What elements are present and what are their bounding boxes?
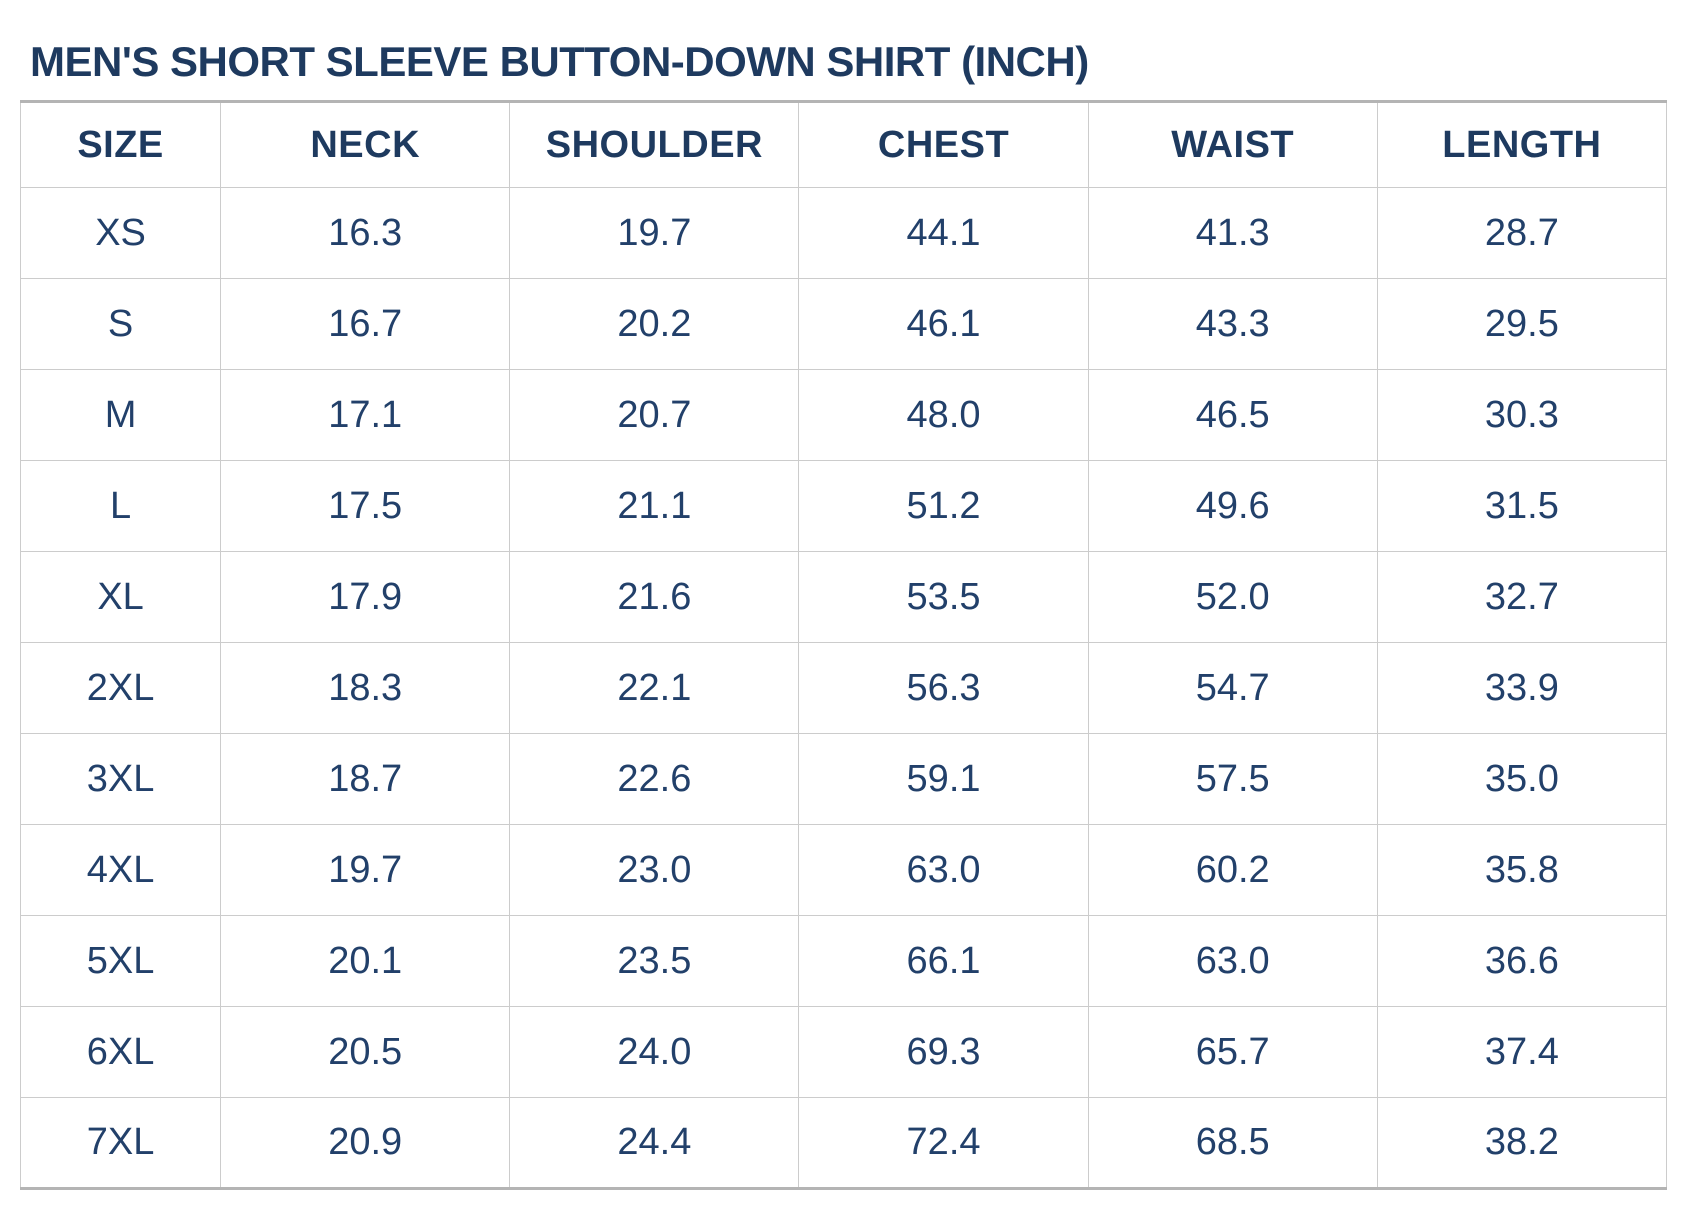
measurement-cell: 63.0 bbox=[1087, 915, 1378, 1007]
measurement-cell: 18.3 bbox=[220, 642, 511, 734]
column-header-length: LENGTH bbox=[1376, 101, 1668, 188]
measurement-cell: 48.0 bbox=[798, 369, 1089, 461]
size-cell: 5XL bbox=[19, 915, 222, 1007]
measurement-cell: 20.1 bbox=[220, 915, 511, 1007]
table-row: 6XL 20.5 24.0 69.3 65.7 37.4 bbox=[19, 1006, 1668, 1098]
size-cell: 7XL bbox=[19, 1097, 222, 1189]
table-row: XS 16.3 19.7 44.1 41.3 28.7 bbox=[19, 187, 1668, 279]
measurement-cell: 54.7 bbox=[1087, 642, 1378, 734]
column-header-neck: NECK bbox=[220, 101, 511, 188]
measurement-cell: 57.5 bbox=[1087, 733, 1378, 825]
measurement-cell: 22.6 bbox=[509, 733, 800, 825]
table-row: M 17.1 20.7 48.0 46.5 30.3 bbox=[19, 369, 1668, 461]
measurement-cell: 23.5 bbox=[509, 915, 800, 1007]
size-cell: L bbox=[19, 460, 222, 552]
size-cell: 4XL bbox=[19, 824, 222, 916]
measurement-cell: 38.2 bbox=[1376, 1097, 1668, 1189]
measurement-cell: 60.2 bbox=[1087, 824, 1378, 916]
table-row: S 16.7 20.2 46.1 43.3 29.5 bbox=[19, 278, 1668, 370]
measurement-cell: 17.9 bbox=[220, 551, 511, 643]
table-header: SIZE NECK SHOULDER CHEST WAIST LENGTH bbox=[19, 101, 1668, 188]
measurement-cell: 37.4 bbox=[1376, 1006, 1668, 1098]
measurement-cell: 20.9 bbox=[220, 1097, 511, 1189]
table-row: 5XL 20.1 23.5 66.1 63.0 36.6 bbox=[19, 915, 1668, 1007]
size-cell: S bbox=[19, 278, 222, 370]
measurement-cell: 20.5 bbox=[220, 1006, 511, 1098]
measurement-cell: 29.5 bbox=[1376, 278, 1668, 370]
measurement-cell: 56.3 bbox=[798, 642, 1089, 734]
column-header-chest: CHEST bbox=[798, 101, 1089, 188]
table-body: XS 16.3 19.7 44.1 41.3 28.7 S 16.7 20.2 46.1 43.3 2… bbox=[19, 187, 1668, 1189]
measurement-cell: 32.7 bbox=[1376, 551, 1668, 643]
measurement-cell: 21.6 bbox=[509, 551, 800, 643]
table-row: 7XL 20.9 24.4 72.4 68.5 38.2 bbox=[19, 1097, 1668, 1189]
measurement-cell: 65.7 bbox=[1087, 1006, 1378, 1098]
measurement-cell: 46.5 bbox=[1087, 369, 1378, 461]
measurement-cell: 43.3 bbox=[1087, 278, 1378, 370]
measurement-cell: 17.1 bbox=[220, 369, 511, 461]
table-row: 2XL 18.3 22.1 56.3 54.7 33.9 bbox=[19, 642, 1668, 734]
table-row: XL 17.9 21.6 53.5 52.0 32.7 bbox=[19, 551, 1668, 643]
measurement-cell: 36.6 bbox=[1376, 915, 1668, 1007]
measurement-cell: 68.5 bbox=[1087, 1097, 1378, 1189]
measurement-cell: 21.1 bbox=[509, 460, 800, 552]
measurement-cell: 46.1 bbox=[798, 278, 1089, 370]
measurement-cell: 44.1 bbox=[798, 187, 1089, 279]
measurement-cell: 69.3 bbox=[798, 1006, 1089, 1098]
measurement-cell: 24.4 bbox=[509, 1097, 800, 1189]
size-cell: M bbox=[19, 369, 222, 461]
measurement-cell: 53.5 bbox=[798, 551, 1089, 643]
measurement-cell: 59.1 bbox=[798, 733, 1089, 825]
size-cell: XS bbox=[19, 187, 222, 279]
column-header-shoulder: SHOULDER bbox=[509, 101, 800, 188]
size-cell: 2XL bbox=[19, 642, 222, 734]
measurement-cell: 33.9 bbox=[1376, 642, 1668, 734]
measurement-cell: 51.2 bbox=[798, 460, 1089, 552]
header-row: SIZE NECK SHOULDER CHEST WAIST LENGTH bbox=[19, 101, 1668, 188]
measurement-cell: 66.1 bbox=[798, 915, 1089, 1007]
measurement-cell: 22.1 bbox=[509, 642, 800, 734]
table-row: 3XL 18.7 22.6 59.1 57.5 35.0 bbox=[19, 733, 1668, 825]
measurement-cell: 63.0 bbox=[798, 824, 1089, 916]
measurement-cell: 30.3 bbox=[1376, 369, 1668, 461]
measurement-cell: 41.3 bbox=[1087, 187, 1378, 279]
size-cell: XL bbox=[19, 551, 222, 643]
table-row: 4XL 19.7 23.0 63.0 60.2 35.8 bbox=[19, 824, 1668, 916]
measurement-cell: 23.0 bbox=[509, 824, 800, 916]
measurement-cell: 72.4 bbox=[798, 1097, 1089, 1189]
measurement-cell: 35.8 bbox=[1376, 824, 1668, 916]
measurement-cell: 16.3 bbox=[220, 187, 511, 279]
measurement-cell: 19.7 bbox=[509, 187, 800, 279]
measurement-cell: 17.5 bbox=[220, 460, 511, 552]
measurement-cell: 28.7 bbox=[1376, 187, 1668, 279]
column-header-size: SIZE bbox=[19, 101, 222, 188]
measurement-cell: 31.5 bbox=[1376, 460, 1668, 552]
measurement-cell: 20.7 bbox=[509, 369, 800, 461]
measurement-cell: 49.6 bbox=[1087, 460, 1378, 552]
measurement-cell: 24.0 bbox=[509, 1006, 800, 1098]
measurement-cell: 19.7 bbox=[220, 824, 511, 916]
size-chart-table: SIZE NECK SHOULDER CHEST WAIST LENGTH XS 16.3 1… bbox=[19, 100, 1668, 1190]
measurement-cell: 35.0 bbox=[1376, 733, 1668, 825]
measurement-cell: 52.0 bbox=[1087, 551, 1378, 643]
size-cell: 3XL bbox=[19, 733, 222, 825]
measurement-cell: 16.7 bbox=[220, 278, 511, 370]
measurement-cell: 18.7 bbox=[220, 733, 511, 825]
column-header-waist: WAIST bbox=[1087, 101, 1378, 188]
measurement-cell: 20.2 bbox=[509, 278, 800, 370]
table-row: L 17.5 21.1 51.2 49.6 31.5 bbox=[19, 460, 1668, 552]
size-cell: 6XL bbox=[19, 1006, 222, 1098]
page-title: MEN'S SHORT SLEEVE BUTTON-DOWN SHIRT (IN… bbox=[30, 38, 1089, 85]
